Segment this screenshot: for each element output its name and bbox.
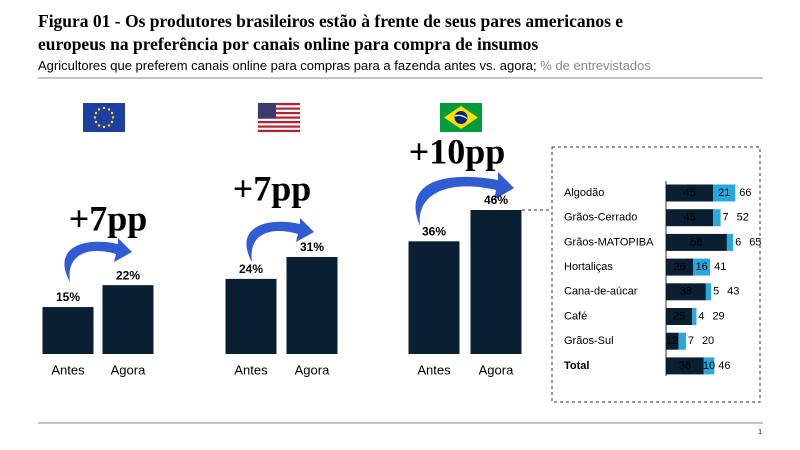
segment (678, 332, 686, 350)
title: europeus na preferência por canais onlin… (38, 34, 538, 54)
value-label: 22% (116, 268, 140, 282)
total-label: 52 (737, 212, 749, 224)
bar (408, 241, 460, 354)
segment (666, 308, 693, 325)
arrows (64, 172, 514, 282)
bar (470, 210, 522, 354)
detail-panel (551, 146, 761, 403)
category-label: Agora (295, 362, 330, 377)
bar (225, 278, 277, 354)
title: Figura 01 - Os produtores brasileiros es… (38, 11, 623, 31)
segment-label: 26 (674, 261, 686, 273)
segment-label: 38 (680, 286, 692, 298)
category-label: Antes (51, 362, 85, 377)
segment (713, 184, 736, 202)
annotation: +7pp (233, 168, 312, 208)
bar (102, 285, 154, 354)
category-label: Antes (234, 362, 268, 377)
category-label: Cana-de-aúcar (564, 286, 638, 298)
bar (286, 256, 338, 354)
segment-label: 5 (713, 286, 719, 298)
annotation: +7pp (69, 198, 148, 238)
segment (692, 308, 697, 325)
total-label: 66 (739, 187, 751, 199)
segment-label: 36 (679, 360, 691, 372)
total-label: 43 (727, 286, 739, 298)
bar (42, 307, 94, 354)
category-label: Grãos-MATOPIBA (564, 236, 654, 248)
segment-label: 7 (723, 212, 729, 224)
category-label: Grãos-Sul (564, 335, 614, 347)
segment (666, 258, 694, 276)
segment (666, 233, 727, 251)
category-label: Hortaliças (564, 261, 613, 273)
segment-label: 6 (735, 236, 741, 248)
segment-label: 21 (718, 187, 730, 199)
value-label: 46% (484, 193, 508, 207)
flag-br (440, 103, 482, 132)
segment (713, 209, 721, 227)
segment-label: 16 (696, 261, 708, 273)
segment (666, 184, 714, 202)
category-label: Grãos-Cerrado (564, 212, 637, 224)
category-label: Total (564, 360, 589, 372)
segment (666, 357, 704, 375)
value-label: 15% (56, 290, 80, 304)
segment-label: 58 (690, 236, 702, 248)
annotation: +10pp (409, 131, 506, 171)
total-label: 65 (749, 236, 761, 248)
total-label: 29 (712, 310, 724, 322)
value-label: 24% (239, 262, 263, 276)
segment-label: 45 (684, 187, 696, 199)
subtitle-text: Agricultores que preferem canais online … (38, 58, 537, 73)
subtitle: Agricultores que preferem canais online … (38, 58, 651, 73)
segment-label: 25 (673, 310, 685, 322)
segment (693, 258, 711, 276)
total-label: 41 (714, 261, 726, 273)
segment-label: 10 (703, 360, 715, 372)
category-label: Algodão (564, 187, 604, 199)
flag-eu (83, 103, 125, 132)
segment (726, 233, 734, 251)
segment-label: 12 (666, 335, 678, 347)
subtitle-unit: % de entrevistados (540, 58, 651, 73)
segment-label: 4 (698, 310, 704, 322)
category-label: Agora (111, 362, 146, 377)
total-label: 20 (702, 335, 714, 347)
category-label: Antes (417, 362, 451, 377)
total-label: 46 (718, 360, 730, 372)
segment-label: 7 (688, 335, 694, 347)
value-label: 31% (300, 240, 324, 254)
page-number: 1 (758, 429, 762, 436)
segment (703, 357, 715, 375)
segment (666, 209, 714, 227)
segment (666, 283, 706, 301)
value-label: 36% (422, 224, 446, 238)
segment (705, 283, 712, 301)
segment (666, 332, 679, 350)
flag-us (257, 102, 301, 133)
segment-label: 45 (684, 212, 696, 224)
category-label: Agora (479, 362, 514, 377)
category-label: Café (564, 310, 587, 322)
